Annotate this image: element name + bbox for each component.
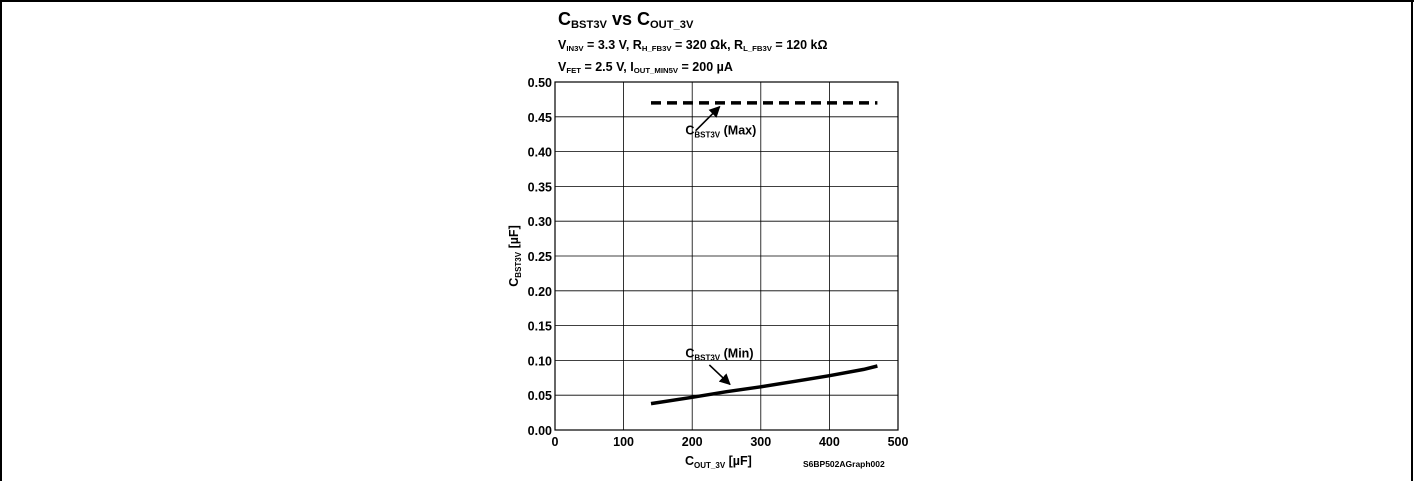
cond-1-part-2: = 3.3 V, R [583,37,642,52]
series-line-min [650,364,878,406]
y-label-base: C [507,278,521,287]
y-tick-label: 0.35 [528,180,552,194]
cond-1-part-3: H_FB3V [641,43,672,53]
x-tick-label: 0 [552,435,559,449]
min-label-base: C [685,346,694,360]
figure-id-label: S6BP502AGraph002 [803,459,885,469]
page-frame-right-border [1411,0,1413,481]
chart-title-sub: BST3V [571,18,607,31]
max-annotation-label: CBST3V (Max) [685,124,756,140]
annotations: CBST3V (Max) CBST3V (Min) [685,105,756,386]
y-tick-label: 0.10 [528,354,552,368]
chart-conditions-line-2: VFET = 2.5 V, IOUT_MIN5V = 200 µA [558,58,828,80]
x-label-base: C [685,454,694,468]
cond-2-part-1: FET [566,65,581,75]
min-annotation-label: CBST3V (Min) [685,346,753,362]
min-label-suffix: (Min) [720,346,753,360]
min-label-sub: BST3V [694,353,720,362]
x-tick-label: 500 [888,435,909,449]
x-tick-label: 300 [750,435,771,449]
x-label-sub: OUT_3V [694,461,726,470]
axis-ticks: 0.00 0.05 0.10 0.15 0.20 0.25 0.30 0.35 0.40 0.45… [528,76,909,449]
cond-2-part-0: V [558,59,567,74]
y-tick-label: 0.15 [528,320,552,334]
cond-1-part-5: L_FB3V [743,43,772,53]
x-label-unit: [µF] [725,454,752,468]
x-axis-label: COUT_3V [µF] [685,454,752,470]
y-tick-label: 0.45 [528,111,552,125]
cond-2-part-4: = 200 µA [678,59,733,74]
chart-conditions-line-1: VIN3V = 3.3 V, RH_FB3V = 320 Ωk, RL_FB3V… [558,36,828,58]
chart-title-base: C [558,9,571,29]
page-frame-left-border [0,0,2,481]
chart-title-block: CBST3V vs COUT_3V VIN3V = 3.3 V, RH_FB3V… [558,8,828,80]
y-tick-label: 0.25 [528,250,552,264]
y-label-unit: [µF] [507,225,521,252]
chart-title: CBST3V vs COUT_3V [558,8,828,36]
max-label-sub: BST3V [694,131,720,140]
y-tick-label: 0.05 [528,389,552,403]
max-label-suffix: (Max) [720,124,756,138]
x-tick-label: 100 [613,435,634,449]
y-tick-label: 0.40 [528,146,552,160]
y-tick-label: 0.00 [528,424,552,438]
plot-area-frame [554,81,899,431]
y-tick-label: 0.30 [528,215,552,229]
chart-title-sub2: OUT_3V [650,18,694,31]
x-tick-label: 400 [819,435,840,449]
y-tick-label: 0.20 [528,285,552,299]
x-tick-label: 200 [682,435,703,449]
cond-2-part-2: = 2.5 V, I [580,59,634,74]
max-label-base: C [685,124,694,138]
min-annotation-arrow [708,364,731,386]
y-tick-label: 0.50 [528,76,552,90]
cond-2-part-3: OUT_MIN5V [633,65,679,75]
cond-1-part-0: V [558,37,567,52]
cond-1-part-1: IN3V [566,43,584,53]
chart-title-mid: vs C [606,9,650,29]
max-annotation-arrow [695,105,721,132]
cond-1-part-4: = 320 Ωk, R [671,37,744,52]
page-frame-top-border [0,0,1414,2]
y-axis-label: CBST3V [µF] [507,225,523,286]
cond-1-part-6: = 120 kΩ [771,37,828,52]
y-label-sub: BST3V [514,251,523,277]
data-series [650,101,878,406]
